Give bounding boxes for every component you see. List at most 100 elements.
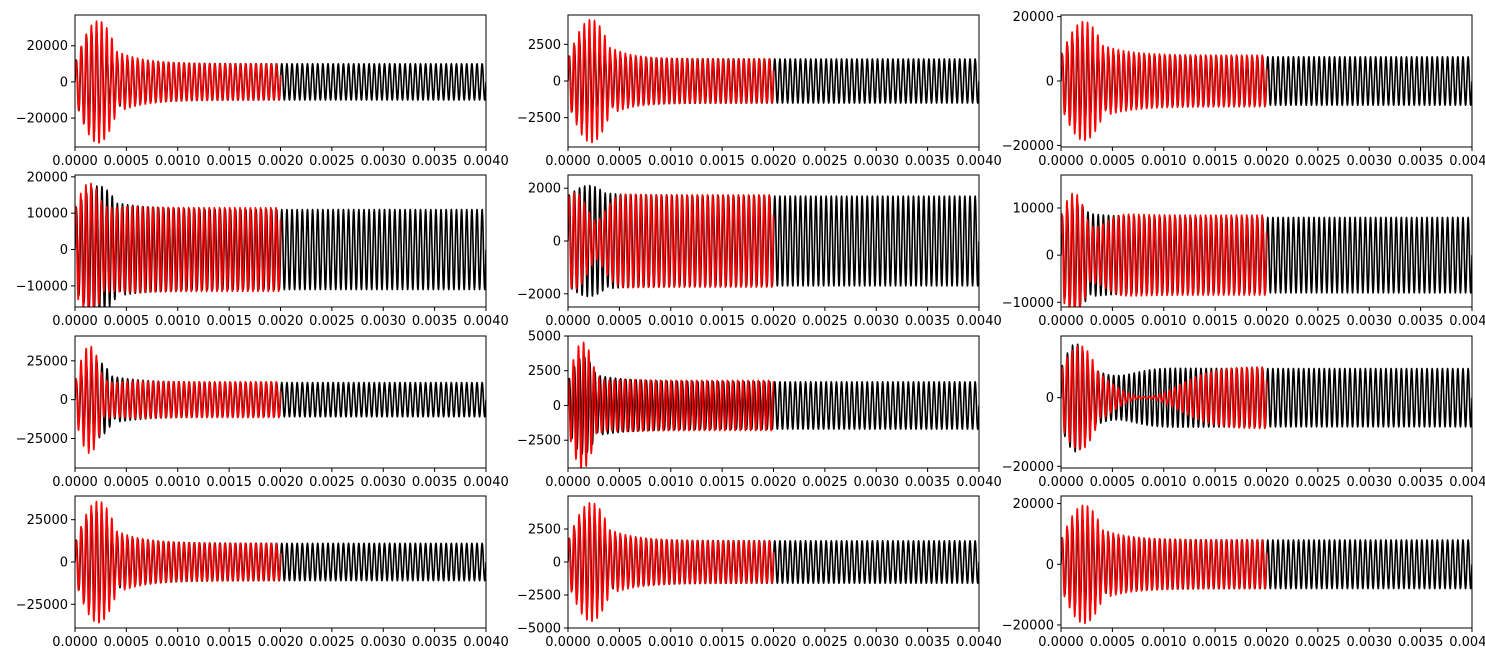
x-tick-label: 0.0005	[597, 475, 643, 490]
y-tick-label: −10000	[16, 279, 68, 294]
y-tick-label: 2500	[528, 364, 561, 379]
x-tick-label: 0.0020	[1244, 635, 1290, 650]
series-group	[568, 18, 979, 144]
series-group	[568, 184, 979, 298]
y-tick-label: −20000	[1002, 460, 1054, 475]
x-tick-label: 0.0040	[1449, 475, 1485, 490]
x-tick-label: 0.0025	[802, 154, 848, 169]
series-group	[568, 502, 979, 623]
x-tick-label: 0.0035	[905, 314, 951, 329]
x-tick-label: 0.0025	[802, 314, 848, 329]
x-tick-label: 0.0005	[597, 154, 643, 169]
x-tick-label: 0.0015	[206, 154, 252, 169]
subplot-10: 0.0000 0.0005 0.0010 0.0015 0.0020 0.0025 0.00…	[16, 495, 509, 650]
series-line-partial	[568, 192, 775, 290]
x-tick-label: 0.0000	[52, 635, 98, 650]
x-tick-label: 0.0000	[1038, 314, 1084, 329]
x-tick-label: 0.0005	[1090, 475, 1136, 490]
y-tick-label: −25000	[16, 598, 68, 613]
series-line-full	[568, 356, 979, 455]
x-tick-label: 0.0035	[412, 635, 458, 650]
subplot-grid: 0.0000 0.0005 0.0010 0.0015 0.0020 0.0025 0.00…	[16, 10, 1485, 650]
series-group	[75, 20, 486, 144]
x-tick-label: 0.0040	[463, 475, 509, 490]
x-tick-label: 0.0020	[258, 314, 304, 329]
x-tick-label: 0.0010	[1141, 314, 1187, 329]
y-tick-label: 2500	[528, 38, 561, 53]
x-tick-label: 0.0010	[648, 314, 694, 329]
y-tick-label: 0	[60, 243, 68, 258]
x-tick-label: 0.0020	[258, 475, 304, 490]
y-tick-label: −5000	[517, 622, 561, 637]
y-tick-label: 2500	[528, 523, 561, 538]
series-line-partial	[568, 341, 775, 468]
x-tick-label: 0.0005	[104, 475, 150, 490]
series-group	[1061, 20, 1472, 142]
y-tick-label: 0	[60, 556, 68, 571]
x-tick-label: 0.0010	[648, 635, 694, 650]
x-tick-label: 0.0030	[361, 635, 407, 650]
x-tick-label: 0.0025	[1295, 635, 1341, 650]
subplot-3: 0.0000 0.0005 0.0010 0.0015 0.0020 0.0025 0.00…	[1002, 10, 1485, 169]
x-tick-label: 0.0025	[309, 314, 355, 329]
x-tick-label: 0.0020	[1244, 314, 1290, 329]
x-tick-label: 0.0030	[1347, 475, 1393, 490]
subplot-4: 0.0000 0.0005 0.0010 0.0015 0.0020 0.0025 0.00…	[16, 170, 509, 329]
series-group	[568, 341, 979, 468]
x-tick-label: 0.0015	[206, 475, 252, 490]
series-line-partial	[1061, 20, 1268, 142]
x-tick-label: 0.0005	[597, 314, 643, 329]
series-line-partial	[75, 182, 282, 307]
y-tick-label: −10000	[1002, 296, 1054, 311]
x-tick-label: 0.0035	[412, 475, 458, 490]
x-tick-label: 0.0025	[1295, 475, 1341, 490]
series-line-partial	[1061, 192, 1268, 307]
x-tick-label: 0.0035	[1398, 154, 1444, 169]
x-tick-label: 0.0030	[1347, 154, 1393, 169]
y-tick-label: 0	[553, 75, 561, 90]
x-tick-label: 0.0000	[52, 314, 98, 329]
x-tick-label: 0.0040	[956, 154, 1002, 169]
series-group	[75, 182, 486, 307]
x-tick-label: 0.0025	[1295, 314, 1341, 329]
x-tick-label: 0.0010	[1141, 475, 1187, 490]
x-tick-label: 0.0030	[854, 154, 900, 169]
y-tick-label: −2500	[517, 434, 561, 449]
x-tick-label: 0.0030	[1347, 314, 1393, 329]
y-tick-label: 0	[553, 399, 561, 414]
x-tick-label: 0.0010	[648, 154, 694, 169]
x-tick-label: 0.0040	[463, 154, 509, 169]
x-tick-label: 0.0000	[52, 475, 98, 490]
subplot-6: 0.0000 0.0005 0.0010 0.0015 0.0020 0.0025 0.00…	[1002, 174, 1485, 329]
series-group	[1061, 504, 1472, 625]
x-tick-label: 0.0035	[1398, 314, 1444, 329]
x-tick-label: 0.0035	[412, 154, 458, 169]
series-line-partial	[1061, 504, 1268, 625]
x-tick-label: 0.0030	[854, 475, 900, 490]
x-tick-label: 0.0000	[545, 314, 591, 329]
subplot-5: 0.0000 0.0005 0.0010 0.0015 0.0020 0.0025 0.00…	[517, 174, 1002, 329]
x-tick-label: 0.0010	[155, 475, 201, 490]
subplot-11: 0.0000 0.0005 0.0010 0.0015 0.0020 0.0025 0.00…	[517, 495, 1002, 650]
y-tick-label: 0	[1046, 249, 1054, 264]
x-tick-label: 0.0010	[155, 314, 201, 329]
y-tick-label: 2000	[528, 182, 561, 197]
x-tick-label: 0.0015	[206, 635, 252, 650]
y-tick-label: −2500	[517, 589, 561, 604]
x-tick-label: 0.0000	[1038, 475, 1084, 490]
y-tick-label: −2000	[517, 287, 561, 302]
x-tick-label: 0.0015	[699, 314, 745, 329]
x-tick-label: 0.0035	[1398, 635, 1444, 650]
x-tick-label: 0.0000	[545, 154, 591, 169]
subplot-8: 0.0000 0.0005 0.0010 0.0015 0.0020 0.0025 0.00…	[517, 330, 1002, 491]
subplot-7: 0.0000 0.0005 0.0010 0.0015 0.0020 0.0025 0.00…	[16, 335, 509, 490]
y-tick-label: 0	[1046, 558, 1054, 573]
x-tick-label: 0.0035	[905, 154, 951, 169]
x-tick-label: 0.0000	[1038, 635, 1084, 650]
x-tick-label: 0.0005	[1090, 154, 1136, 169]
x-tick-label: 0.0020	[751, 314, 797, 329]
y-tick-label: 0	[60, 393, 68, 408]
series-group	[1061, 343, 1472, 453]
y-tick-label: 0	[1046, 391, 1054, 406]
